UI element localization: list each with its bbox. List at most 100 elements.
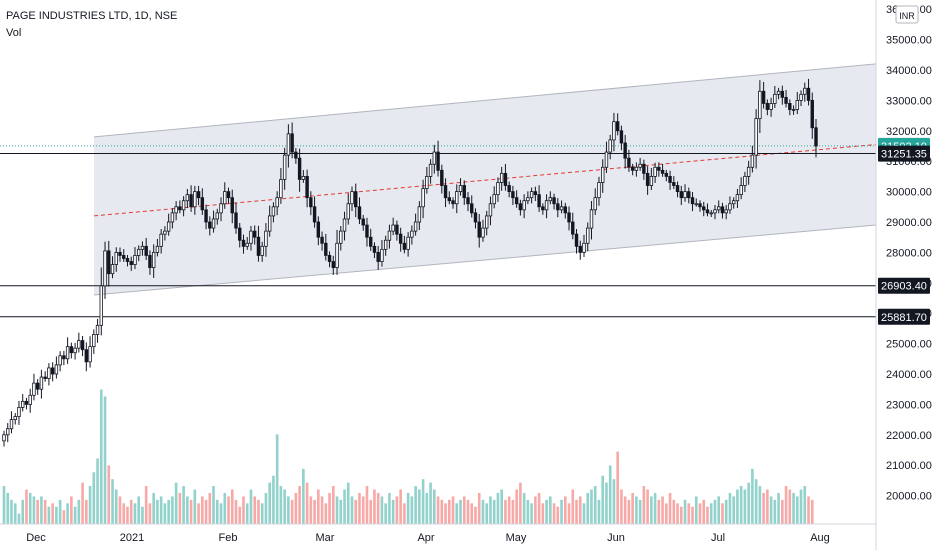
candle[interactable] xyxy=(544,194,549,219)
candle[interactable] xyxy=(342,211,347,241)
candle[interactable] xyxy=(660,163,665,177)
candle[interactable] xyxy=(672,176,676,189)
candle[interactable] xyxy=(473,208,478,229)
trend-channel[interactable] xyxy=(94,63,876,295)
candle[interactable] xyxy=(387,224,392,249)
candle[interactable] xyxy=(211,210,216,233)
candle[interactable] xyxy=(765,99,770,116)
candle[interactable] xyxy=(275,191,279,216)
candle[interactable] xyxy=(107,240,111,287)
candle[interactable] xyxy=(597,176,601,206)
candle[interactable] xyxy=(357,197,362,225)
candle[interactable] xyxy=(694,198,698,207)
candle[interactable] xyxy=(103,241,107,299)
candle[interactable] xyxy=(413,213,418,236)
candle[interactable] xyxy=(193,185,197,215)
candle[interactable] xyxy=(492,186,496,209)
candle[interactable] xyxy=(163,226,167,241)
candle[interactable] xyxy=(709,209,713,218)
candle[interactable] xyxy=(503,164,508,191)
candle[interactable] xyxy=(563,202,567,219)
candle[interactable] xyxy=(84,342,89,372)
candle[interactable] xyxy=(335,229,339,275)
candle[interactable] xyxy=(219,197,223,222)
candle[interactable] xyxy=(290,122,294,159)
candle[interactable] xyxy=(196,185,201,206)
candle[interactable] xyxy=(436,140,440,177)
candle[interactable] xyxy=(297,148,302,192)
candle[interactable] xyxy=(803,82,807,102)
candle[interactable] xyxy=(118,247,122,262)
candle[interactable] xyxy=(582,234,586,257)
candle[interactable] xyxy=(144,237,148,260)
candle[interactable] xyxy=(589,201,594,240)
candle[interactable] xyxy=(155,238,160,257)
candle[interactable] xyxy=(95,318,100,343)
candle[interactable] xyxy=(754,109,758,169)
candle[interactable] xyxy=(559,200,564,214)
candle[interactable] xyxy=(417,201,422,231)
candle[interactable] xyxy=(99,267,104,336)
candle[interactable] xyxy=(39,369,44,399)
candle[interactable] xyxy=(125,255,130,267)
candle[interactable] xyxy=(402,235,407,254)
time-axis[interactable]: Dec 2021 Feb Mar Apr May Jun Jul Aug xyxy=(26,532,830,544)
candle[interactable] xyxy=(398,227,403,252)
candle[interactable] xyxy=(630,163,635,176)
candle[interactable] xyxy=(361,214,365,231)
candle[interactable] xyxy=(728,196,732,214)
candle[interactable] xyxy=(62,350,66,366)
candle[interactable] xyxy=(133,247,137,270)
candle[interactable] xyxy=(713,204,717,220)
candle[interactable] xyxy=(679,185,683,206)
candle[interactable] xyxy=(151,244,156,278)
candle[interactable] xyxy=(586,222,590,252)
candle[interactable] xyxy=(791,105,796,115)
candle[interactable] xyxy=(537,185,541,212)
candle[interactable] xyxy=(451,197,455,209)
candle[interactable] xyxy=(443,178,448,208)
candle[interactable] xyxy=(529,187,534,204)
candle[interactable] xyxy=(410,225,414,245)
candle[interactable] xyxy=(271,202,276,223)
candle[interactable] xyxy=(189,185,193,212)
candle[interactable] xyxy=(705,203,710,217)
candle[interactable] xyxy=(114,247,118,272)
candle[interactable] xyxy=(200,188,205,215)
candle[interactable] xyxy=(110,256,115,279)
candle[interactable] xyxy=(466,192,470,212)
candle[interactable] xyxy=(174,201,178,221)
candle[interactable] xyxy=(80,336,85,357)
candle[interactable] xyxy=(122,249,126,262)
candle[interactable] xyxy=(653,162,657,183)
candle[interactable] xyxy=(368,228,373,251)
candle[interactable] xyxy=(784,90,788,108)
candle[interactable] xyxy=(462,180,466,205)
candle[interactable] xyxy=(238,222,242,248)
candle[interactable] xyxy=(136,245,141,262)
candle[interactable] xyxy=(541,203,545,215)
candle[interactable] xyxy=(170,208,175,229)
candles[interactable] xyxy=(2,78,818,447)
candle[interactable] xyxy=(593,188,597,215)
candle[interactable] xyxy=(776,87,781,100)
candle[interactable] xyxy=(612,112,616,152)
candle[interactable] xyxy=(234,202,238,234)
candle[interactable] xyxy=(181,196,186,217)
candle[interactable] xyxy=(256,225,261,262)
price-axis-panel[interactable] xyxy=(876,0,932,550)
candle[interactable] xyxy=(623,134,627,169)
candle[interactable] xyxy=(724,204,728,220)
candle[interactable] xyxy=(327,251,332,268)
candle[interactable] xyxy=(50,362,55,382)
candle[interactable] xyxy=(795,92,799,115)
candle[interactable] xyxy=(252,225,257,245)
candle[interactable] xyxy=(720,202,725,219)
candle[interactable] xyxy=(455,184,459,214)
candle[interactable] xyxy=(769,97,773,117)
candle[interactable] xyxy=(615,113,620,136)
candle[interactable] xyxy=(799,90,803,107)
candle[interactable] xyxy=(425,167,429,194)
candle[interactable] xyxy=(350,186,354,211)
candle[interactable] xyxy=(668,170,672,190)
